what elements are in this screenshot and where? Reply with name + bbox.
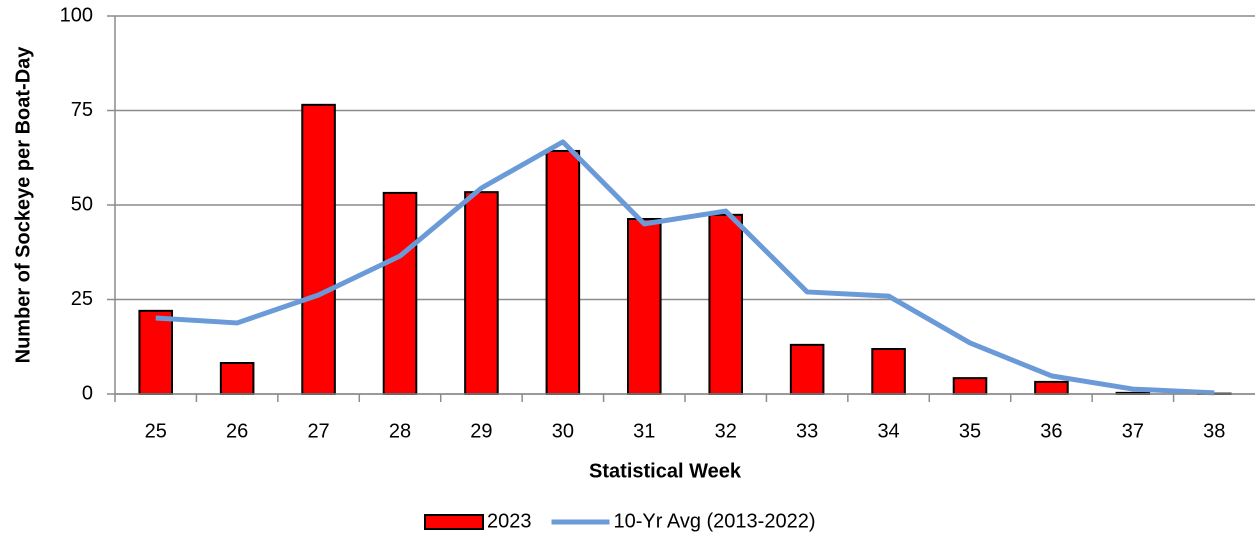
legend-swatch xyxy=(425,515,483,529)
x-tick-label: 27 xyxy=(307,420,329,442)
bar xyxy=(954,378,987,394)
y-tick-label: 75 xyxy=(71,99,93,121)
bar xyxy=(465,192,498,394)
bar xyxy=(221,363,254,394)
x-tick-label: 34 xyxy=(877,420,899,442)
bar xyxy=(1035,382,1068,394)
x-tick-label: 25 xyxy=(145,420,167,442)
y-tick-label: 25 xyxy=(71,288,93,310)
x-tick-label: 36 xyxy=(1040,420,1062,442)
y-tick-label: 100 xyxy=(60,4,93,26)
y-tick-label: 50 xyxy=(71,193,93,215)
bar xyxy=(547,151,580,394)
bar xyxy=(384,193,417,394)
bar xyxy=(872,349,905,394)
bar xyxy=(302,105,335,394)
bar xyxy=(139,311,172,394)
x-tick-label: 32 xyxy=(715,420,737,442)
bar xyxy=(628,219,661,394)
legend-label: 2023 xyxy=(487,510,532,532)
y-axis-title: Number of Sockeye per Boat-Day xyxy=(12,46,34,364)
x-axis-title: Statistical Week xyxy=(589,460,742,482)
x-tick-label: 29 xyxy=(470,420,492,442)
x-tick-label: 38 xyxy=(1203,420,1225,442)
bar xyxy=(791,345,824,394)
bar xyxy=(709,215,742,394)
x-tick-label: 37 xyxy=(1122,420,1144,442)
x-tick-label: 30 xyxy=(552,420,574,442)
x-tick-label: 33 xyxy=(796,420,818,442)
legend-label: 10-Yr Avg (2013-2022) xyxy=(614,510,816,532)
x-tick-label: 28 xyxy=(389,420,411,442)
x-tick-label: 31 xyxy=(633,420,655,442)
x-tick-label: 35 xyxy=(959,420,981,442)
y-tick-label: 0 xyxy=(82,382,93,404)
x-tick-label: 26 xyxy=(226,420,248,442)
